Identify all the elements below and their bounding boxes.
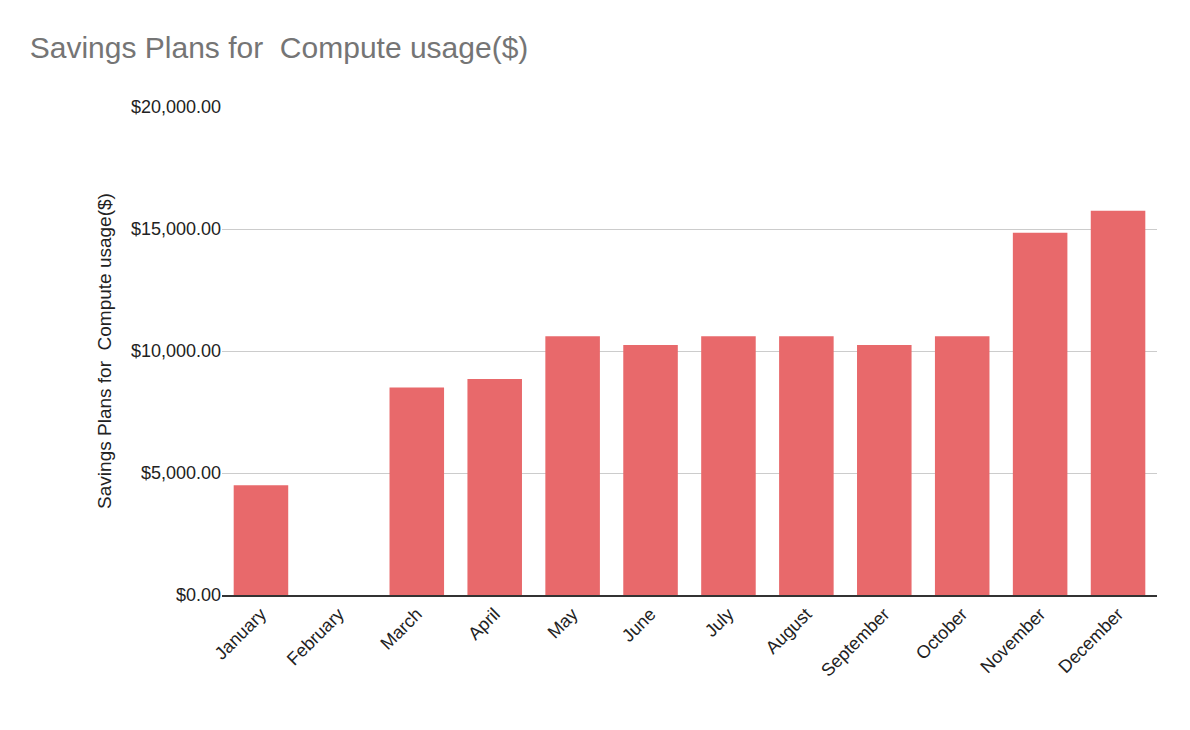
svg-text:$15,000.00: $15,000.00 — [131, 219, 221, 239]
svg-text:July: July — [701, 604, 738, 641]
svg-text:February: February — [283, 604, 348, 669]
svg-text:January: January — [211, 604, 270, 663]
svg-text:November: November — [976, 604, 1049, 677]
svg-text:August: August — [762, 604, 816, 658]
svg-text:March: March — [376, 604, 426, 654]
svg-text:October: October — [912, 604, 971, 663]
svg-text:Savings Plans for Compute usa: Savings Plans for Compute usage($) — [94, 193, 115, 509]
svg-text:December: December — [1054, 604, 1127, 677]
svg-text:$5,000.00: $5,000.00 — [141, 463, 221, 483]
svg-text:$20,000.00: $20,000.00 — [131, 97, 221, 117]
svg-text:$10,000.00: $10,000.00 — [131, 341, 221, 361]
svg-text:$0.00: $0.00 — [176, 585, 221, 605]
svg-text:May: May — [544, 604, 582, 642]
svg-text:June: June — [618, 604, 660, 646]
svg-text:April: April — [464, 604, 504, 644]
svg-text:September: September — [817, 604, 893, 680]
svg-text:Savings Plans for Compute usa: Savings Plans for Compute usage($) — [30, 31, 529, 64]
